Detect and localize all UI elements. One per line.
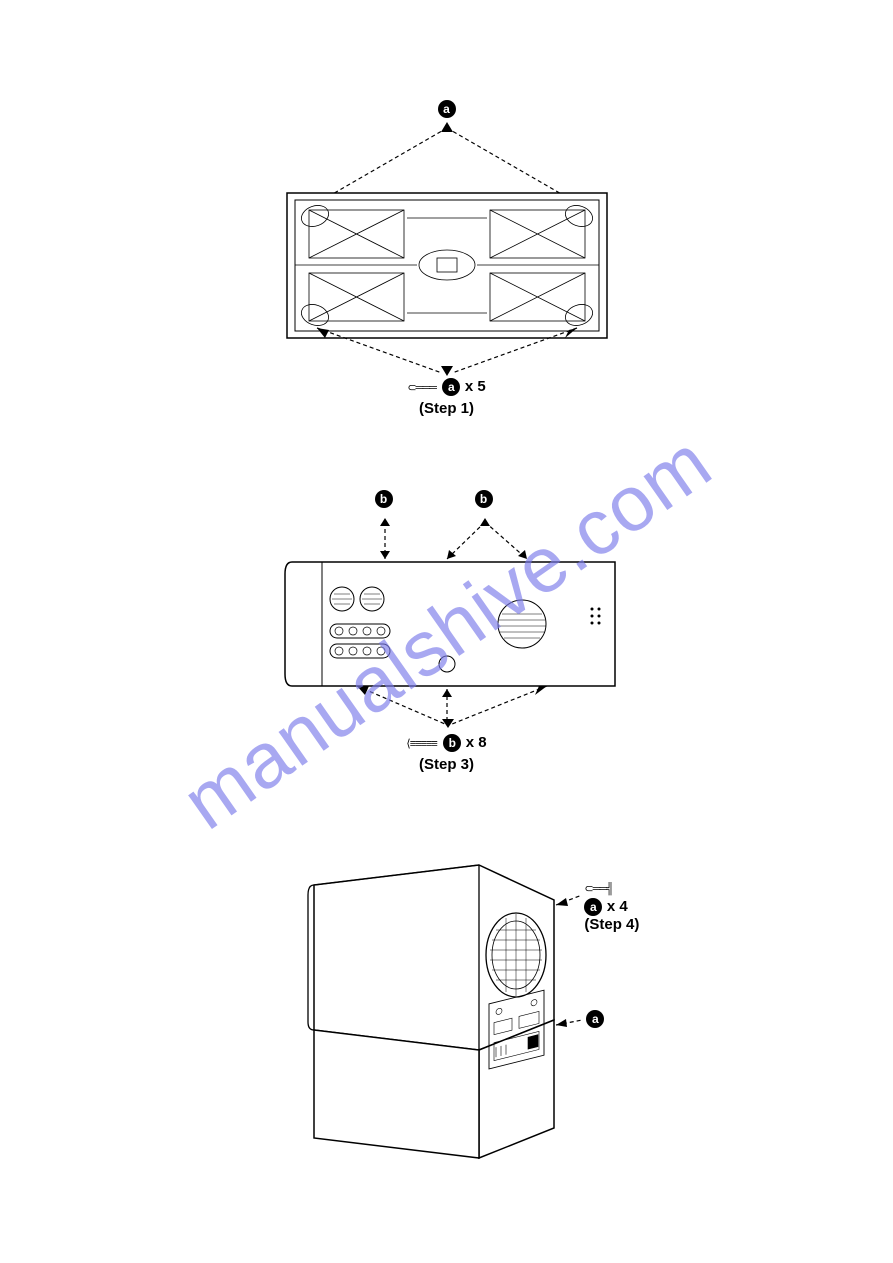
callout-letter-b-right: b xyxy=(475,490,493,508)
step4-top-callout: ⊂══╣ a x 4 (Step 4) xyxy=(584,880,639,933)
diagram-step1-svg xyxy=(237,118,657,378)
callout-letter-a-top: a xyxy=(438,100,456,118)
diagram-step3-svg xyxy=(237,514,657,734)
screw-icon: ⟨≡≡≡≡≡ xyxy=(406,737,436,750)
callout-letter-a-side-top: a xyxy=(584,898,602,916)
step1-hardware-callout: ⊂═══ a x 5 xyxy=(237,378,657,396)
diagram-step4: ⊂══╣ a x 4 (Step 4) a xyxy=(284,850,644,1170)
diagram-step1: a xyxy=(237,100,657,417)
callout-letter-a-side-bottom: a xyxy=(586,1010,604,1028)
step1-caption: (Step 1) xyxy=(237,400,657,417)
diagram-step3: b b xyxy=(237,490,657,773)
callout-letter-b-bottom: b xyxy=(443,734,461,752)
step1-multiplier: x 5 xyxy=(465,378,486,395)
callout-letter-b-left: b xyxy=(375,490,393,508)
step3-hardware-callout: ⟨≡≡≡≡≡ b x 8 xyxy=(237,734,657,752)
callout-letter-a-bottom: a xyxy=(442,378,460,396)
step4-bottom-callout: a xyxy=(586,1010,604,1028)
screw-icon: ⊂══╣ xyxy=(584,882,613,895)
step3-multiplier: x 8 xyxy=(466,734,487,751)
step4-caption: (Step 4) xyxy=(584,916,639,933)
step3-caption: (Step 3) xyxy=(237,756,657,773)
step4-multiplier: x 4 xyxy=(607,898,628,915)
screw-icon: ⊂═══ xyxy=(407,381,436,394)
